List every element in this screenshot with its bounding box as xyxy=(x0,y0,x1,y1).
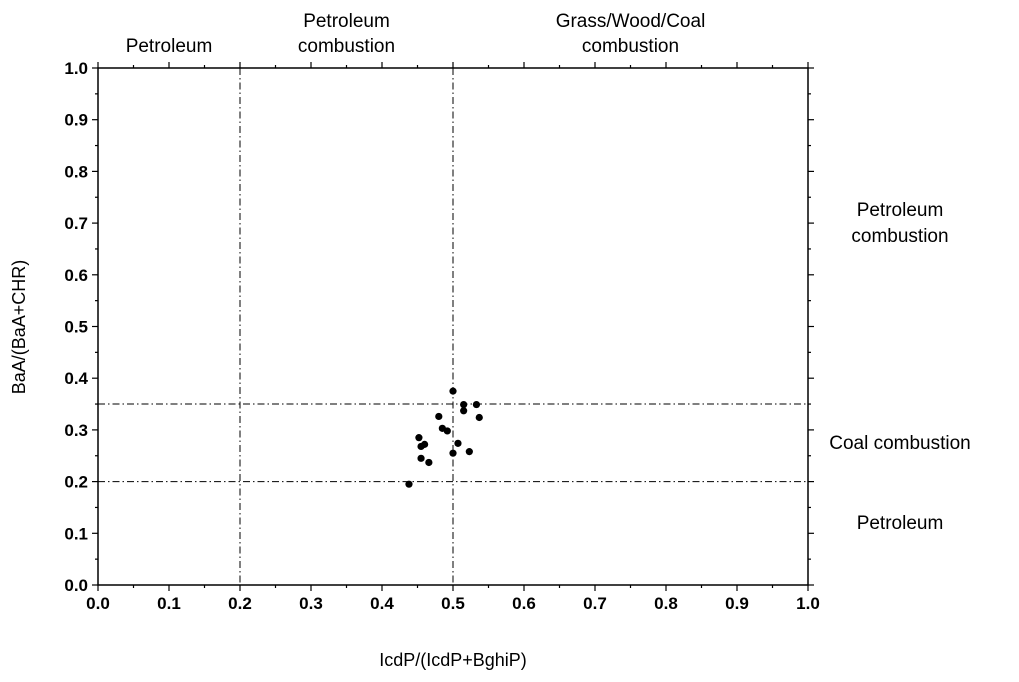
x-tick-label: 0.9 xyxy=(725,594,749,613)
data-point xyxy=(425,458,433,467)
x-tick-labels: 0.0 0.1 0.2 0.3 0.4 0.5 0.6 0.7 0.8 0.9 1.0 xyxy=(86,594,820,613)
top-region-label: combustion xyxy=(582,36,679,57)
right-region-label: combustion xyxy=(851,226,948,247)
y-tick-label: 0.3 xyxy=(64,421,88,440)
axis-ticks xyxy=(92,62,814,591)
data-point xyxy=(435,412,443,421)
data-points xyxy=(405,387,483,488)
right-region-label: Petroleum xyxy=(857,513,944,534)
x-tick-label: 0.6 xyxy=(512,594,536,613)
x-tick-label: 0.1 xyxy=(157,594,181,613)
y-tick-label: 0.7 xyxy=(64,214,88,233)
right-region-label: Coal combustion xyxy=(829,433,971,454)
x-axis-title: IcdP/(IcdP+BghiP) xyxy=(379,650,527,670)
x-tick-label: 0.5 xyxy=(441,594,465,613)
x-tick-label: 0.8 xyxy=(654,594,678,613)
data-point xyxy=(460,407,468,415)
x-tick-label: 1.0 xyxy=(796,594,820,613)
top-region-label: Petroleum xyxy=(126,36,213,57)
data-point xyxy=(415,434,423,442)
data-point xyxy=(454,439,462,447)
x-tick-label: 0.2 xyxy=(228,594,252,613)
x-tick-label: 0.3 xyxy=(299,594,323,613)
data-point xyxy=(460,400,468,409)
data-point xyxy=(443,427,451,435)
y-tick-label: 0.4 xyxy=(64,369,88,388)
x-tick-label: 0.0 xyxy=(86,594,110,613)
data-point xyxy=(421,440,429,448)
data-point xyxy=(449,449,457,457)
data-point xyxy=(417,454,425,462)
y-tick-label: 1.0 xyxy=(64,59,88,78)
y-tick-label: 0.8 xyxy=(64,162,88,181)
top-region-label: Grass/Wood/Coal xyxy=(556,11,706,32)
data-point xyxy=(472,400,481,409)
top-region-label: combustion xyxy=(298,36,395,57)
y-axis-title: BaA/(BaA+CHR) xyxy=(9,260,29,395)
x-tick-label: 0.4 xyxy=(370,594,394,613)
data-point xyxy=(465,448,473,456)
data-point xyxy=(449,387,457,395)
right-region-label: Petroleum xyxy=(857,200,944,221)
y-tick-label: 0.9 xyxy=(64,111,88,130)
y-tick-label: 0.0 xyxy=(64,576,88,595)
data-point xyxy=(405,480,413,488)
data-point xyxy=(475,413,483,422)
y-tick-label: 0.6 xyxy=(64,266,88,285)
reference-lines xyxy=(98,68,808,585)
region-labels: Petroleum Petroleum combustion Grass/Wood/C… xyxy=(126,11,971,534)
top-region-label: Petroleum xyxy=(303,11,390,32)
y-tick-label: 0.1 xyxy=(64,524,88,543)
y-tick-label: 0.2 xyxy=(64,473,88,492)
y-tick-labels: 0.0 0.1 0.2 0.3 0.4 0.5 0.6 0.7 0.8 0.9 1.0 xyxy=(64,59,88,595)
x-tick-label: 0.7 xyxy=(583,594,607,613)
y-tick-label: 0.5 xyxy=(64,318,88,337)
